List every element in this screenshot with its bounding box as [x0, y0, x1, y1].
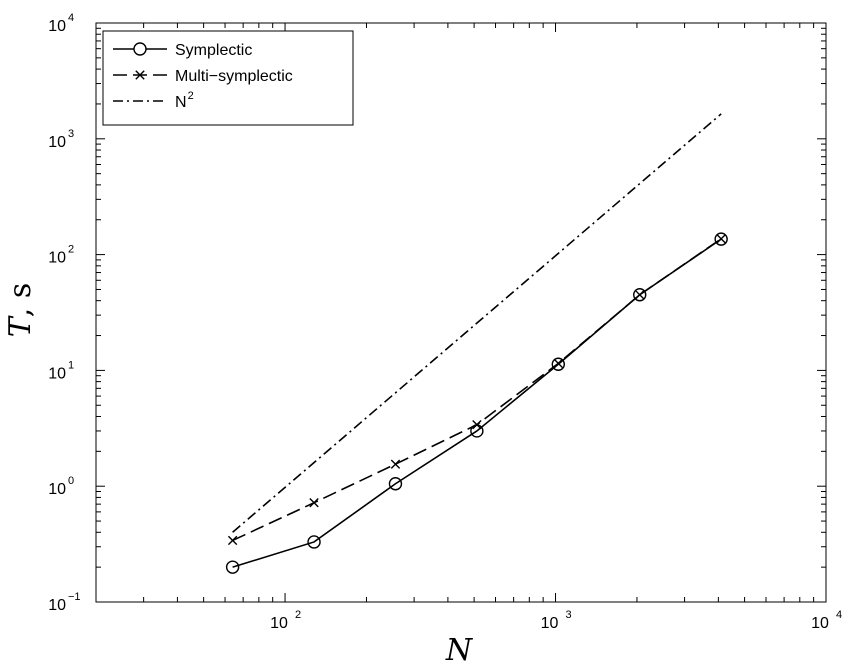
- y-tick-label-0: 10: [48, 597, 66, 614]
- x-marker-stroke-b: [227, 535, 238, 546]
- y-axis-label: T, s: [3, 283, 38, 337]
- x-tick-label-0: 10: [270, 615, 288, 632]
- x-marker-stroke-b: [635, 290, 645, 300]
- series-1-point-4: [553, 358, 564, 369]
- series-1-point-3: [472, 419, 482, 430]
- legend: Symplectic Multi−symplectic N 2: [102, 30, 354, 126]
- x-marker-stroke-b: [472, 419, 482, 430]
- series-1-point-5: [635, 290, 645, 300]
- legend-marker-circle: [133, 42, 147, 56]
- plot-layer: [225, 113, 728, 574]
- series-0-point-5: [633, 288, 647, 302]
- x-marker-stroke-b: [390, 459, 401, 469]
- legend-marker-x-b: [135, 70, 145, 80]
- series-line-1: [232, 238, 722, 542]
- series-line-2: [232, 113, 722, 533]
- series-0-point-6: [714, 232, 728, 246]
- series-1-point-6: [716, 234, 726, 244]
- x-tick-exponent-1: 3: [566, 609, 572, 621]
- series-1-point-1: [309, 498, 319, 508]
- x-marker-stroke-b: [716, 234, 726, 244]
- series-1-point-0: [227, 535, 238, 546]
- y-tick-label-2: 10: [48, 365, 66, 382]
- x-tick-label-2: 10: [811, 615, 829, 632]
- y-tick-exponent-1: 0: [68, 475, 74, 487]
- y-tick-label-4: 10: [48, 134, 66, 151]
- x-tick-exponent-0: 2: [295, 609, 301, 621]
- axes-layer: 10 2 10 3 10 410 −110 010 110 210 310 4: [48, 12, 842, 632]
- legend-label-2: N: [175, 94, 187, 111]
- series-0-point-0: [225, 560, 240, 574]
- x-marker-stroke-b: [553, 358, 564, 369]
- y-tick-exponent-5: 4: [68, 12, 74, 24]
- legend-label-0: Symplectic: [175, 42, 252, 59]
- series-1-point-2: [390, 459, 401, 469]
- legend-label-superscript-2: 2: [188, 90, 194, 102]
- x-axis-label: N: [445, 633, 474, 666]
- y-tick-exponent-2: 1: [68, 359, 74, 371]
- legend-label-1: Multi−symplectic: [175, 68, 293, 85]
- plot-frame: [95, 22, 827, 603]
- series-0-point-1: [307, 535, 321, 549]
- y-tick-label-3: 10: [48, 250, 66, 267]
- y-axis-label-variable: T: [3, 315, 38, 337]
- y-tick-exponent-3: 2: [68, 244, 74, 256]
- x-tick-label-1: 10: [541, 615, 559, 632]
- x-marker-stroke-b: [309, 498, 319, 508]
- y-tick-exponent-4: 3: [68, 128, 74, 140]
- series-0-point-2: [388, 477, 403, 491]
- y-tick-label-1: 10: [48, 481, 66, 498]
- y-tick-exponent-0: −1: [68, 591, 81, 603]
- x-tick-exponent-2: 4: [836, 609, 842, 621]
- y-tick-label-5: 10: [48, 18, 66, 35]
- series-0-point-4: [551, 357, 566, 371]
- y-axis-label-unit: , s: [3, 283, 38, 317]
